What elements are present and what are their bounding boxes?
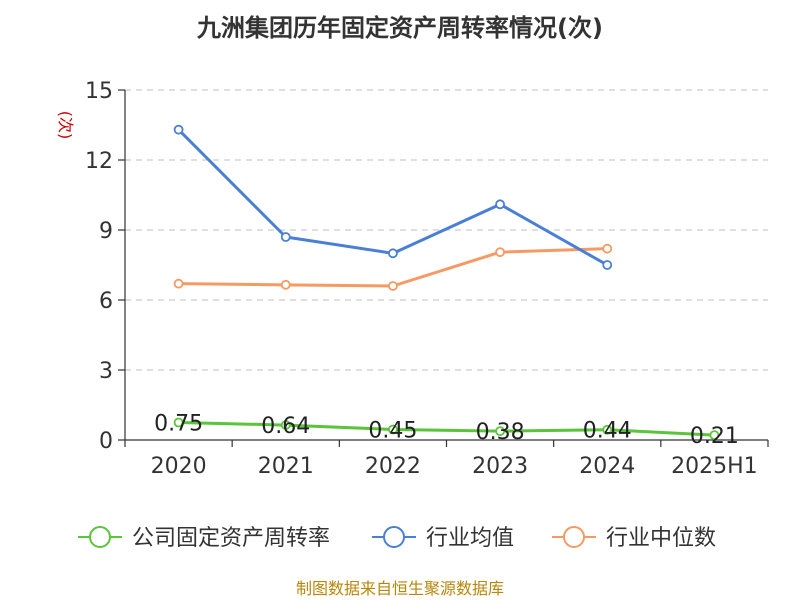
y-tick-label: 12 [85,149,113,174]
data-label: 0.64 [261,414,310,439]
data-point [388,281,398,291]
data-labels: 0.75 0.64 0.45 0.38 0.44 0.21 [154,412,739,450]
legend-marker [563,526,585,548]
x-tick-label: 2024 [579,454,635,479]
legend-label: 公司固定资产周转率 [132,526,330,551]
data-point [602,424,613,435]
data-label: 0.38 [476,420,525,445]
y-tick-label: 6 [99,289,113,314]
series-line [178,421,715,437]
data-label: 0.21 [690,424,739,449]
y-tick-label: 3 [99,359,113,384]
legend-item: 行业均值 [372,526,514,551]
legend-item: 公司固定资产周转率 [78,526,330,551]
y-axis-unit: (次) [56,111,75,140]
x-tick-label: 2023 [472,454,528,479]
legend-item: 行业中位数 [552,526,716,551]
data-label: 0.44 [583,419,632,444]
x-tick-label: 2020 [151,454,207,479]
data-point [173,278,184,289]
series-line [177,128,608,267]
data-point [709,430,720,441]
data-point [280,232,291,242]
legend: 公司固定资产周转率 行业均值 行业中位数 [78,526,716,551]
x-tick-label: 2022 [365,454,421,479]
axes: 0 3 6 9 12 15 2020 2021 2022 2023 2024 2025H1 [85,79,769,479]
source-note: 制图数据来自恒生聚源数据库 [296,579,504,598]
series-行业均值 [173,124,613,270]
data-point [495,247,505,258]
data-point [495,426,505,437]
legend-label: 行业均值 [426,526,514,551]
legend-label: 行业中位数 [606,526,716,551]
chart-title: 九洲集团历年固定资产周转率情况(次) [196,14,603,42]
series-group [173,124,720,441]
x-tick-label: 2021 [258,454,314,479]
y-tick-label: 9 [99,219,113,244]
y-tick-label: 15 [85,79,113,104]
legend-marker [383,526,405,548]
data-point [280,279,291,290]
data-label: 0.75 [154,412,203,437]
data-point [602,260,613,270]
data-label: 0.45 [368,419,417,444]
data-point [388,248,398,259]
series-行业中位数 [173,243,613,291]
series-公司固定资产周转率 [173,417,720,441]
data-point [173,417,184,428]
y-tick-label: 0 [99,429,113,454]
data-point [602,243,613,254]
data-point [280,420,291,430]
data-point [495,199,505,210]
legend-marker [89,526,111,548]
data-point [173,124,184,135]
data-point [388,424,398,435]
x-tick-label: 2025H1 [671,454,758,479]
